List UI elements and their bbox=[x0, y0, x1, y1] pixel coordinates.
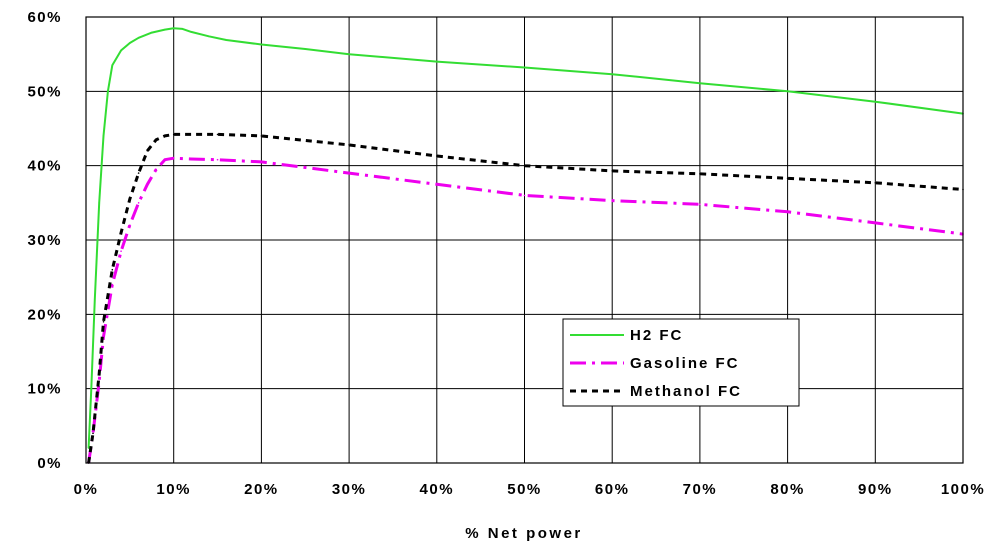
data-point bbox=[523, 66, 526, 69]
y-tick-label: 50% bbox=[27, 83, 62, 100]
data-point bbox=[92, 432, 94, 435]
x-tick-label: 10% bbox=[156, 481, 191, 498]
data-point bbox=[699, 203, 701, 206]
data-point bbox=[146, 183, 149, 186]
data-point bbox=[137, 172, 140, 174]
data-point bbox=[260, 161, 263, 163]
tick-labels: 0% 10% 20% 30% 40% 50% 60% 70% 80% 90% 100% 0% 10% 20… bbox=[27, 9, 985, 498]
legend-label: H2 FC bbox=[630, 327, 683, 344]
y-tick-label: 0% bbox=[37, 455, 62, 472]
data-point bbox=[436, 183, 438, 186]
x-tick-label: 30% bbox=[332, 481, 367, 498]
data-point bbox=[129, 42, 131, 44]
data-point bbox=[304, 48, 307, 50]
x-tick-label: 80% bbox=[770, 481, 805, 498]
data-point bbox=[102, 135, 105, 137]
data-point bbox=[120, 250, 122, 252]
data-point bbox=[129, 198, 131, 200]
data-point bbox=[107, 90, 109, 93]
data-point bbox=[98, 373, 100, 375]
data-point bbox=[436, 60, 438, 63]
data-point bbox=[786, 177, 789, 180]
legend-label: Gasoline FC bbox=[630, 355, 740, 372]
data-point bbox=[129, 224, 131, 226]
data-point bbox=[348, 172, 350, 174]
data-point bbox=[172, 27, 175, 29]
data-point bbox=[102, 320, 105, 323]
x-tick-label: 0% bbox=[74, 481, 99, 498]
data-point bbox=[225, 39, 228, 41]
data-point bbox=[150, 31, 153, 34]
data-point bbox=[786, 90, 789, 93]
plot-area-border bbox=[85, 16, 964, 464]
data-point bbox=[523, 164, 526, 167]
data-point bbox=[874, 222, 877, 224]
data-point bbox=[164, 28, 166, 31]
y-tick-label: 10% bbox=[27, 381, 62, 398]
legend-label: Methanol FC bbox=[630, 383, 742, 400]
y-tick-label: 60% bbox=[27, 9, 62, 26]
data-point bbox=[137, 37, 140, 39]
x-tick-label: 100% bbox=[941, 481, 985, 498]
data-point bbox=[611, 73, 613, 76]
data-point bbox=[190, 31, 193, 33]
data-point bbox=[348, 53, 350, 55]
series-lines bbox=[87, 27, 964, 464]
data-point bbox=[120, 49, 122, 52]
data-point bbox=[260, 43, 263, 46]
data-point bbox=[155, 168, 157, 171]
data-point bbox=[874, 181, 877, 184]
legend: H2 FC Gasoline FC Methanol FC bbox=[562, 318, 800, 407]
data-point bbox=[93, 298, 96, 301]
data-point bbox=[611, 170, 613, 172]
data-point bbox=[611, 199, 613, 202]
y-tick-label: 30% bbox=[27, 232, 62, 249]
series-line-methanol-fc bbox=[87, 132, 964, 464]
data-point bbox=[111, 268, 114, 271]
x-tick-label: 40% bbox=[420, 481, 455, 498]
data-point bbox=[172, 133, 175, 136]
x-tick-label: 90% bbox=[858, 481, 893, 498]
x-tick-label: 20% bbox=[244, 481, 279, 498]
data-point bbox=[98, 202, 100, 204]
series-line-gasoline-fc bbox=[87, 156, 964, 464]
y-tick-label: 40% bbox=[27, 158, 62, 175]
data-point bbox=[120, 231, 122, 234]
data-point bbox=[146, 150, 149, 152]
data-point bbox=[216, 158, 219, 161]
data-point bbox=[216, 133, 219, 136]
data-point bbox=[137, 202, 140, 204]
data-point bbox=[786, 210, 789, 213]
x-tick-label: 60% bbox=[595, 481, 630, 498]
data-point bbox=[699, 173, 701, 175]
data-point bbox=[699, 82, 701, 84]
data-point bbox=[874, 100, 877, 103]
data-point bbox=[260, 135, 263, 137]
data-point bbox=[523, 194, 526, 197]
x-axis-title: % Net power bbox=[465, 525, 583, 542]
data-point bbox=[190, 158, 193, 160]
data-point bbox=[181, 28, 184, 30]
data-point bbox=[436, 155, 438, 157]
data-point bbox=[111, 283, 114, 286]
x-tick-label: 50% bbox=[507, 481, 542, 498]
y-tick-label: 20% bbox=[27, 306, 62, 323]
data-point bbox=[111, 64, 114, 67]
data-point bbox=[87, 447, 90, 449]
x-tick-label: 70% bbox=[683, 481, 718, 498]
data-point bbox=[155, 138, 157, 141]
data-point bbox=[348, 144, 350, 146]
data-point bbox=[90, 387, 93, 390]
data-point bbox=[164, 158, 166, 161]
data-point bbox=[172, 157, 175, 160]
data-point bbox=[207, 35, 210, 38]
data-point bbox=[164, 135, 166, 137]
grid bbox=[86, 17, 963, 463]
